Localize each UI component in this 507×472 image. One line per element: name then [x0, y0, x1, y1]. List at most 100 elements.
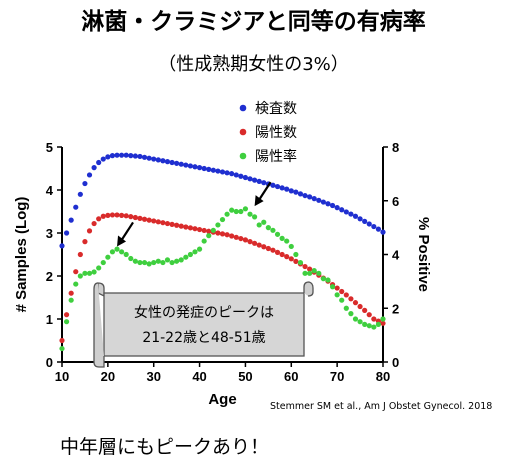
data-point: [348, 311, 354, 317]
data-point: [114, 212, 120, 218]
x-tick-label: 50: [238, 369, 252, 384]
x-tick-label: 40: [192, 369, 206, 384]
data-point: [352, 316, 359, 322]
data-point: [329, 202, 336, 209]
data-point: [128, 214, 134, 220]
data-point: [210, 167, 216, 173]
data-point: [215, 222, 221, 228]
data-point: [82, 239, 88, 245]
data-point: [242, 174, 249, 181]
data-point: [224, 232, 230, 238]
data-point: [128, 153, 134, 159]
footer-note: 中年層にもピークあり！: [60, 436, 270, 458]
data-point: [100, 213, 106, 219]
legend-label: 陽性率: [255, 148, 297, 165]
data-point: [169, 159, 175, 166]
legend-marker: [239, 128, 247, 136]
data-point: [151, 218, 157, 224]
data-point: [357, 216, 363, 222]
y-right-tick-label: 8: [392, 140, 399, 155]
data-point: [238, 235, 244, 242]
data-point: [352, 300, 359, 306]
data-point: [178, 223, 184, 229]
data-point: [73, 269, 79, 275]
data-point: [380, 229, 386, 235]
data-point: [137, 259, 143, 266]
data-point: [82, 270, 88, 276]
annotation-arrowhead: [254, 195, 264, 207]
data-point: [261, 219, 267, 225]
data-point: [261, 180, 267, 186]
data-point: [96, 159, 102, 166]
data-point: [242, 237, 249, 243]
data-point: [86, 270, 93, 276]
data-point: [169, 221, 175, 227]
data-point: [123, 213, 129, 219]
data-point: [247, 239, 253, 245]
data-point: [343, 305, 349, 311]
data-point: [279, 235, 285, 241]
data-point: [261, 244, 267, 250]
data-point: [219, 216, 226, 223]
data-point: [151, 259, 157, 266]
data-point: [352, 213, 359, 219]
y-axis-right-label: % Positive: [415, 217, 432, 292]
data-point: [357, 303, 363, 310]
data-point: [302, 263, 308, 270]
data-point: [141, 216, 148, 222]
chart-series: [59, 152, 386, 352]
data-point: [187, 163, 193, 169]
data-point: [105, 254, 111, 260]
data-point: [77, 191, 83, 197]
series-3: [59, 206, 386, 352]
data-point: [119, 249, 125, 255]
data-point: [362, 307, 368, 313]
x-tick-label: 60: [284, 369, 298, 384]
data-point: [256, 242, 262, 248]
callout-line-2: 21-22歳と48-51歳: [142, 330, 265, 346]
data-point: [247, 176, 253, 182]
data-point: [238, 173, 244, 179]
data-point: [206, 233, 212, 239]
data-point: [146, 155, 152, 161]
legend-label: 陽性数: [255, 125, 297, 141]
data-point: [380, 316, 386, 322]
annotation-arrowhead: [117, 235, 127, 247]
y-left-tick-label: 3: [46, 226, 53, 241]
data-point: [137, 153, 143, 160]
data-point: [141, 259, 148, 266]
data-point: [59, 243, 65, 249]
data-point: [196, 246, 203, 252]
data-point: [109, 249, 116, 255]
data-point: [63, 312, 70, 318]
data-point: [302, 192, 308, 199]
data-point: [366, 221, 372, 227]
data-point: [155, 219, 161, 225]
data-point: [114, 246, 120, 252]
data-point: [215, 168, 221, 174]
citation: Stemmer SM et al., Am J Obstet Gynecol. …: [270, 401, 493, 412]
data-point: [155, 157, 161, 163]
data-point: [238, 208, 244, 215]
data-point: [91, 165, 97, 171]
data-point: [274, 183, 281, 190]
data-point: [339, 297, 345, 303]
data-point: [192, 226, 198, 232]
data-point: [270, 227, 276, 233]
data-point: [307, 270, 313, 276]
data-point: [265, 245, 271, 252]
series-2: [59, 212, 386, 344]
data-point: [132, 258, 138, 264]
data-point: [160, 158, 166, 164]
data-point: [339, 207, 345, 213]
data-point: [242, 206, 249, 212]
data-point: [297, 191, 304, 197]
data-point: [371, 316, 377, 322]
data-point: [192, 164, 198, 170]
data-point: [146, 261, 152, 267]
data-point: [288, 256, 294, 262]
data-point: [91, 220, 97, 227]
data-point: [224, 170, 230, 176]
data-point: [146, 217, 152, 223]
x-tick-label: 70: [330, 369, 344, 384]
